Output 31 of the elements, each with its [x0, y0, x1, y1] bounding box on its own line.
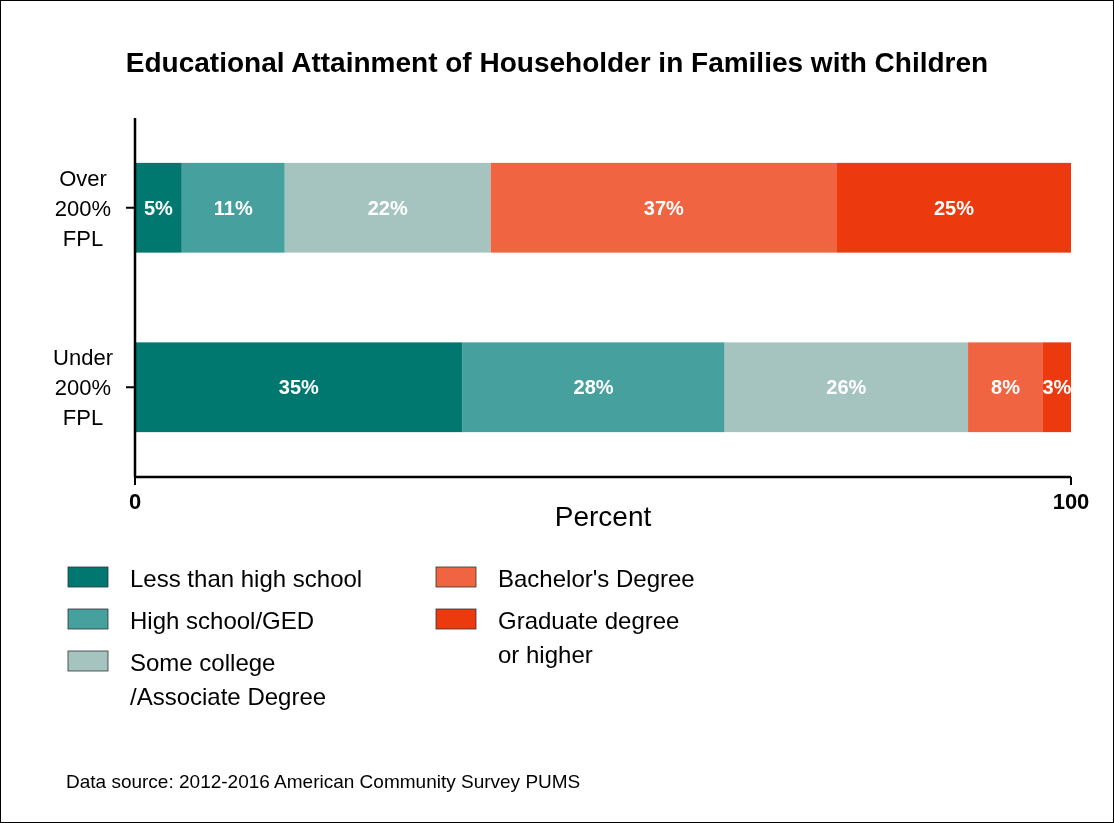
- x-tick-label: 0: [128, 489, 142, 514]
- x-tick-label: 100: [1052, 489, 1090, 514]
- y-tick-label: Under 200% FPL: [53, 345, 113, 431]
- legend-label: Some college /Associate Degree: [130, 649, 327, 710]
- x-axis-title: Percent: [554, 501, 652, 532]
- data-label: 5%: [143, 196, 174, 219]
- y-tick-label: Over 200% FPL: [54, 165, 112, 251]
- source-note: Data source: 2012-2016 American Community Survey PUMS: [66, 771, 581, 792]
- bar: [284, 162, 491, 253]
- bar: [837, 162, 1071, 253]
- bar: [724, 342, 969, 433]
- data-label: 35%: [278, 376, 320, 399]
- bar: [968, 342, 1043, 433]
- bar: [181, 162, 285, 253]
- bar: [462, 342, 725, 433]
- legend-label: Graduate degree or higher: [498, 607, 680, 668]
- data-label: 3%: [1042, 376, 1072, 399]
- chart-title: Educational Attainment of Householder in Families with Children: [125, 47, 989, 78]
- data-label: 26%: [826, 376, 867, 399]
- bar: [135, 162, 182, 253]
- data-label: 22%: [367, 196, 408, 219]
- bar: [135, 342, 463, 433]
- legend-label: Less than high school: [130, 565, 363, 592]
- data-label: 37%: [643, 196, 685, 219]
- legend-label: Bachelor's Degree: [498, 565, 695, 592]
- bar: [490, 162, 837, 253]
- data-label: 11%: [213, 196, 253, 219]
- data-label: 8%: [991, 376, 1021, 399]
- data-label: 25%: [933, 196, 975, 219]
- legend-label: High school/GED: [130, 607, 315, 634]
- data-label: 28%: [573, 376, 614, 399]
